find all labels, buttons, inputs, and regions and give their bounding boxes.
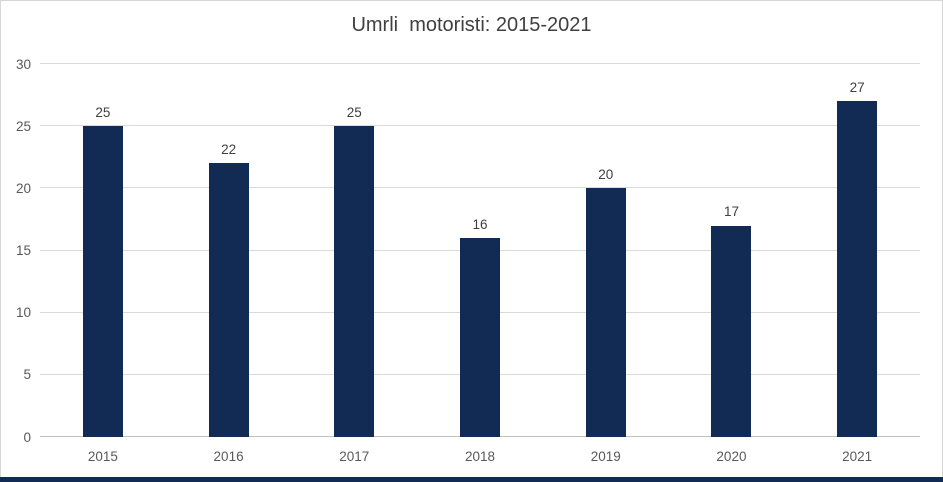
bar-value-label: 20 [598,166,614,182]
gridline [40,125,920,127]
bar-series: 25 22 25 16 20 17 27 [40,64,920,437]
y-tick-label: 25 [15,118,31,134]
gridline [40,187,920,189]
x-tick-label: 2021 [842,449,873,464]
x-tick-label: 2015 [87,449,118,464]
bar-value-label: 27 [849,79,865,95]
chart-title: Umrli motoristi: 2015-2021 [351,14,592,36]
y-tick-label: 5 [23,367,31,383]
bar-2019 [585,188,626,437]
x-tick-label: 2018 [464,449,496,464]
x-tick-label: 2016 [213,449,244,464]
bar-value-label: 25 [346,104,362,120]
y-tick-label: 20 [15,180,31,196]
bar-value-label: 25 [95,104,111,120]
plot-area: 25 22 25 16 20 17 27 [40,63,920,437]
bottom-accent-strip [0,477,943,482]
x-tick-label: 2019 [590,449,621,464]
y-axis: 0 5 10 15 20 25 30 [0,57,31,443]
bar-2017 [334,126,375,437]
gridline [40,63,920,64]
bar-2020 [711,225,752,437]
x-axis: 2015 2016 2017 2018 2019 2020 2021 [40,446,920,468]
y-tick-label: 30 [15,56,31,72]
y-tick-label: 10 [15,304,31,320]
y-tick-label: 15 [15,242,31,258]
bar-slot-2016: 22 [166,64,292,437]
bar-value-label: 16 [472,216,488,232]
bar-slot-2019: 20 [543,64,669,437]
bar-value-label: 22 [221,141,237,157]
bar-2021 [837,101,878,437]
y-tick-label: 0 [23,429,31,445]
bar-2018 [460,238,501,437]
bar-slot-2021: 27 [794,64,920,437]
bar-slot-2018: 16 [417,64,543,437]
bar-value-label: 17 [723,204,739,220]
bar-slot-2015: 25 [40,64,166,437]
bar-slot-2020: 17 [669,64,795,437]
x-tick-label: 2017 [339,449,370,464]
bar-2015 [82,126,123,437]
bar-2016 [208,163,249,437]
bar-slot-2017: 25 [291,64,417,437]
x-tick-label: 2020 [716,449,747,464]
